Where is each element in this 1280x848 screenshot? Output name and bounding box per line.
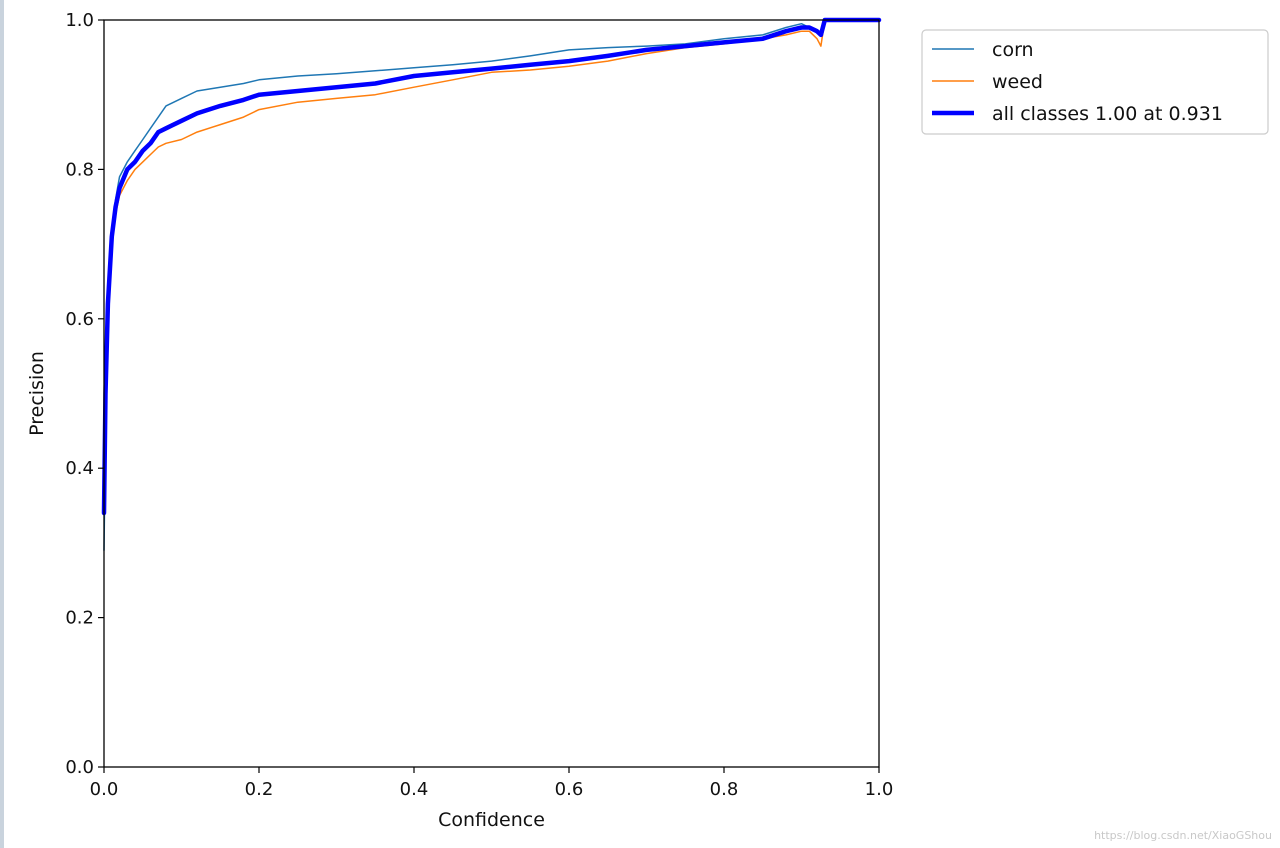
series-line-0 [103, 19, 880, 552]
y-tick-label: 0.6 [65, 309, 94, 330]
plot-area [101, 17, 882, 552]
x-axis-label: Confidence [438, 809, 545, 831]
y-tick-label: 0.2 [65, 608, 94, 629]
axes-frame [103, 19, 880, 768]
x-tick-label: 1.0 [865, 779, 894, 800]
y-axis-label: Precision [26, 351, 48, 436]
y-tick-label: 0.4 [65, 458, 94, 479]
y-tick-label: 0.8 [65, 159, 94, 180]
axes: 0.0 0.2 0.4 0.6 0.8 1.0 0.0 0.2 0.4 0.6 0.8 1.0 [65, 10, 893, 800]
x-tick-label: 0.2 [245, 779, 274, 800]
legend: corn weed all classes 1.00 at 0.931 [921, 29, 1269, 135]
x-tick-label: 0.0 [90, 779, 119, 800]
legend-label-1: weed [992, 71, 1043, 93]
x-tick-label: 0.6 [555, 779, 584, 800]
legend-label-0: corn [992, 39, 1034, 61]
legend-label-2: all classes 1.00 at 0.931 [992, 103, 1223, 125]
x-tick-label: 0.4 [400, 779, 429, 800]
series-line-1 [103, 19, 880, 514]
legend-box [921, 29, 1269, 135]
window-edge-strip [0, 0, 4, 848]
y-tick-label: 1.0 [65, 10, 94, 31]
series-line-2 [101, 17, 882, 516]
y-tick-label: 0.0 [65, 757, 94, 778]
x-tick-label: 0.8 [710, 779, 739, 800]
watermark-text: https://blog.csdn.net/XiaoGShou [1094, 829, 1272, 842]
